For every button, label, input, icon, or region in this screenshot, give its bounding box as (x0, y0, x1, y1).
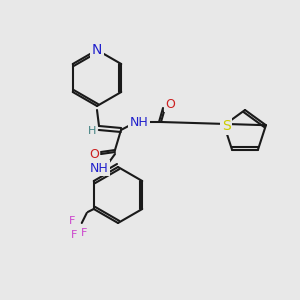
Text: H: H (88, 126, 96, 136)
Text: O: O (165, 98, 175, 110)
Text: S: S (222, 119, 230, 133)
Text: NH: NH (130, 116, 148, 128)
Text: N: N (92, 43, 102, 57)
Text: NH: NH (90, 161, 108, 175)
Text: F: F (70, 230, 77, 240)
Text: F: F (81, 228, 87, 238)
Text: O: O (89, 148, 99, 160)
Text: F: F (69, 216, 75, 226)
